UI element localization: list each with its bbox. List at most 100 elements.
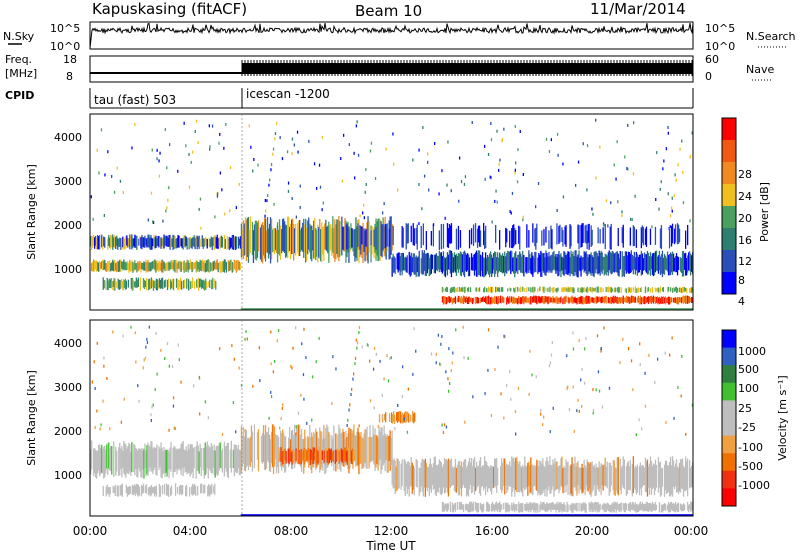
power-speckle	[499, 158, 501, 162]
power-speckle	[651, 225, 653, 229]
velocity-speckle	[455, 328, 457, 332]
power-cell	[684, 253, 686, 270]
power-cell	[472, 224, 475, 247]
velocity-cell	[590, 462, 592, 497]
power-cell	[200, 260, 202, 272]
power-cell	[518, 296, 520, 304]
velocity-cell	[211, 483, 213, 495]
power-cell	[483, 223, 485, 246]
nsearch-tick-top: 10^5	[705, 22, 735, 35]
velocity-cell	[159, 448, 161, 468]
velocity-cell	[642, 465, 644, 486]
velocity-cell	[307, 448, 309, 462]
power-cell	[536, 223, 538, 243]
power-cell	[597, 297, 599, 303]
velocity-speckle	[168, 364, 170, 368]
velocity-cell	[406, 462, 408, 494]
power-cell	[555, 288, 557, 292]
power-cell	[581, 296, 583, 305]
velocity-cell	[500, 466, 502, 490]
velocity-cell	[398, 461, 400, 489]
velocity-cell	[183, 449, 185, 468]
velocity-cell	[543, 465, 545, 491]
power-cell	[103, 260, 105, 270]
power-cell	[204, 237, 206, 246]
power-cell	[547, 296, 549, 305]
velocity-cell	[147, 487, 150, 496]
power-cell	[496, 287, 498, 292]
velocity-cell	[135, 448, 137, 470]
power-cell	[156, 279, 159, 291]
velocity-speckle	[232, 401, 235, 404]
power-cell	[215, 281, 217, 290]
velocity-cell	[664, 460, 667, 491]
power-cell	[513, 296, 515, 304]
velocity-speckle	[160, 348, 162, 352]
power-cell	[641, 297, 643, 303]
power-cell	[582, 223, 584, 243]
power-cell	[124, 261, 126, 271]
velocity-cell	[412, 465, 414, 490]
power-cell	[322, 226, 324, 255]
velocity-speckle	[379, 359, 381, 363]
power-cell	[152, 280, 155, 291]
velocity-cell	[662, 504, 665, 511]
velocity-speckle	[100, 423, 102, 427]
velocity-cell	[474, 467, 477, 491]
velocity-cell	[249, 436, 252, 467]
power-cell	[126, 262, 128, 270]
velocity-speckle	[354, 362, 356, 366]
power-cell	[253, 224, 256, 251]
velocity-cell	[129, 444, 131, 472]
velocity-cell	[159, 486, 162, 497]
velocity-speckle	[542, 423, 544, 427]
velocity-cell	[271, 424, 274, 468]
power-cell	[211, 262, 213, 272]
power-cell	[470, 297, 473, 303]
velocity-cell	[189, 444, 191, 477]
power-speckle	[359, 214, 361, 218]
power-cell	[591, 297, 593, 303]
power-cell	[509, 296, 511, 303]
velocity-cell	[373, 434, 375, 465]
power-cell	[191, 261, 193, 273]
power-cell	[148, 234, 150, 248]
velocity-cell	[680, 504, 683, 512]
power-cell	[517, 298, 519, 305]
power-cell	[192, 237, 194, 246]
power-speckle	[682, 201, 685, 205]
vel-ytick-4000: 4000	[54, 337, 82, 350]
velocity-speckle	[568, 408, 571, 412]
velocity-cell	[612, 460, 614, 491]
velocity-cell	[658, 502, 661, 513]
velocity-cell	[364, 429, 366, 463]
power-cell	[593, 297, 595, 304]
power-cell	[151, 279, 154, 287]
power-cell	[655, 250, 658, 271]
nave-trace	[241, 60, 693, 76]
velocity-cell	[480, 467, 483, 488]
power-cell	[561, 256, 563, 271]
velocity-speckle	[549, 430, 551, 434]
velocity-cell	[487, 502, 489, 512]
power-cell	[645, 226, 648, 247]
power-speckle	[370, 141, 373, 145]
power-speckle	[268, 183, 270, 187]
velocity-cell	[385, 412, 387, 423]
power-cell	[646, 251, 649, 275]
velocity-speckle	[390, 356, 392, 360]
velocity-cell	[458, 460, 461, 496]
velocity-cell	[456, 465, 459, 488]
power-cell	[599, 252, 601, 276]
velocity-cell	[537, 460, 539, 496]
velocity-cell	[652, 503, 655, 511]
velocity-cell	[502, 462, 504, 491]
velocity-speckle	[358, 331, 360, 335]
power-cell	[162, 237, 164, 249]
power-speckle	[418, 222, 420, 226]
velocity-cell	[348, 450, 351, 466]
velocity-cell	[562, 468, 564, 494]
velocity-cell	[601, 504, 603, 510]
power-cell	[135, 235, 137, 248]
power-cell	[504, 251, 506, 277]
